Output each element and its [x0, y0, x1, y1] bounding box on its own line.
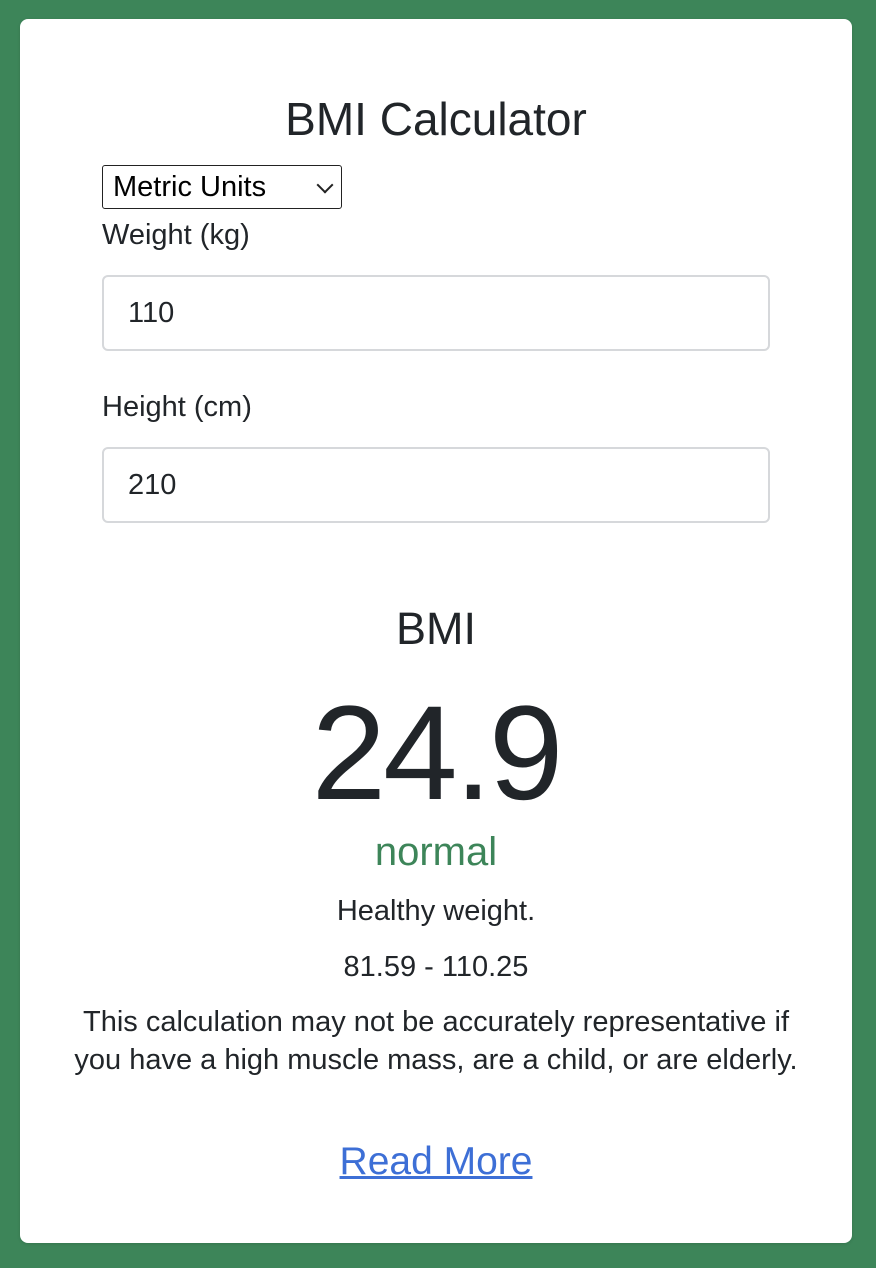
calculator-card: BMI Calculator Metric Units Weight (kg) …	[20, 19, 852, 1243]
bmi-label: BMI	[395, 603, 476, 654]
height-input[interactable]	[102, 447, 770, 523]
bmi-value: 24.9	[311, 679, 564, 828]
disclaimer-text: This calculation may not be accurately r…	[74, 1006, 798, 1076]
bmi-category: normal	[374, 830, 498, 874]
unit-select-value: Metric Units	[113, 171, 267, 203]
read-more-link[interactable]: Read More	[339, 1140, 533, 1183]
chevron-down-icon	[316, 176, 334, 194]
unit-select[interactable]: Metric Units	[102, 165, 342, 209]
weight-label: Weight (kg)	[102, 219, 250, 251]
height-label: Height (cm)	[102, 391, 252, 423]
healthy-weight-range: 81.59 - 110.25	[343, 951, 529, 983]
read-more-container: Read More	[20, 1137, 852, 1187]
page-title: BMI Calculator	[285, 93, 587, 145]
weight-input[interactable]	[102, 275, 770, 351]
bmi-description: Healthy weight.	[336, 895, 536, 927]
